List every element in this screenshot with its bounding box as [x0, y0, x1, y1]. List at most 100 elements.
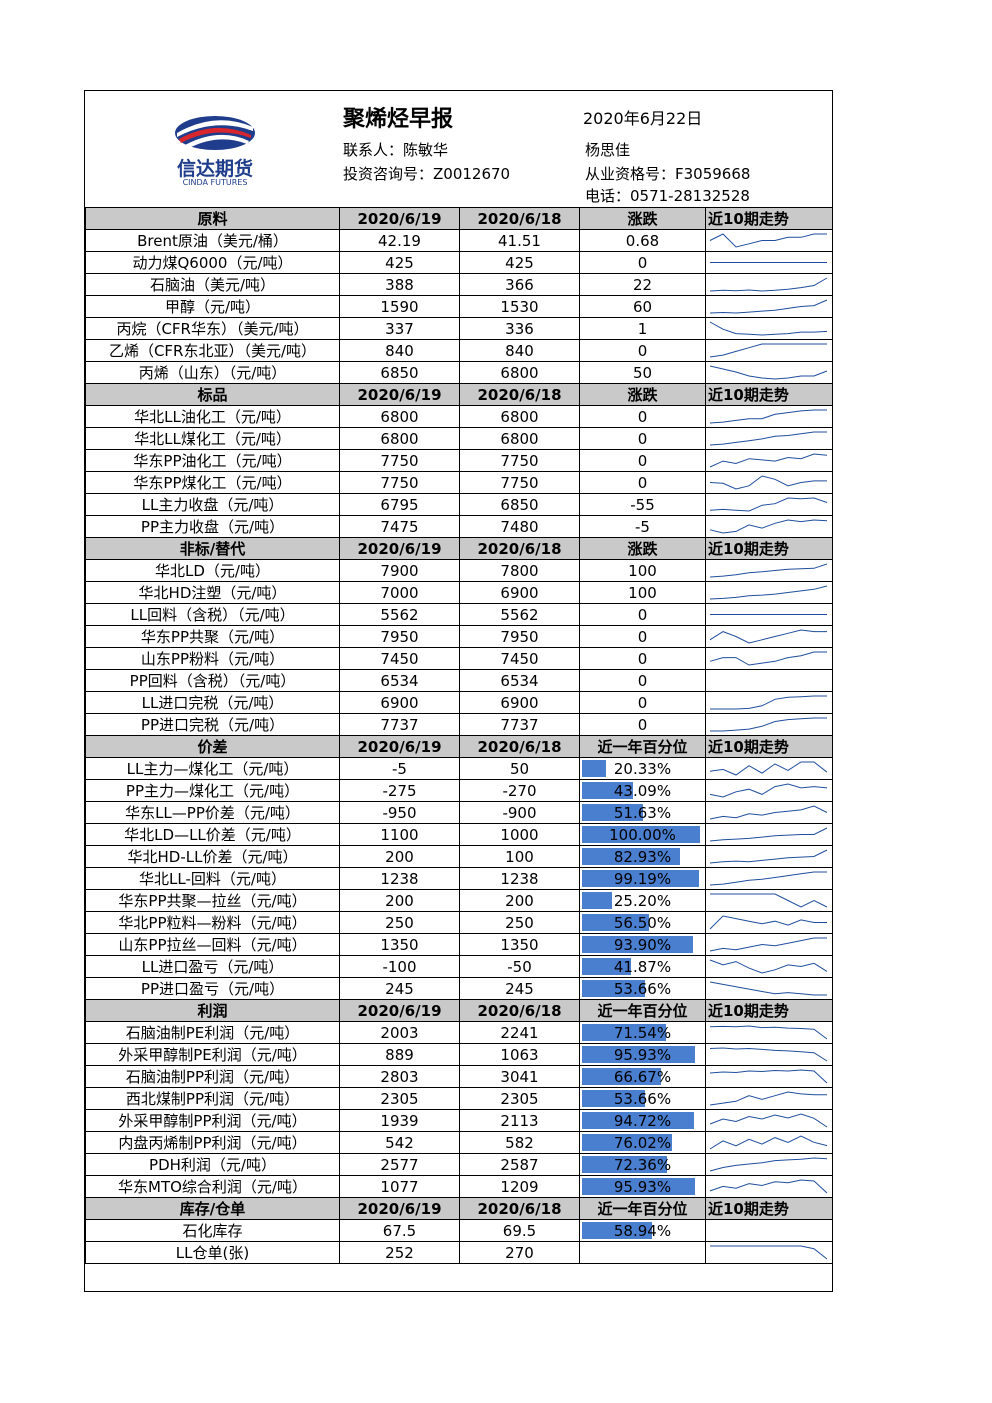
value-previous: 336 [459, 317, 580, 340]
table-row: 华东PP油化工（元/吨） 7750 7750 0 [85, 449, 833, 472]
change-or-percentile: 100 [579, 559, 706, 582]
change-or-percentile: 0 [579, 427, 706, 450]
sparkline-svg [709, 1047, 828, 1062]
value-current: 425 [339, 251, 460, 274]
value-previous: 3041 [459, 1065, 580, 1088]
percentile-value: 51.63% [613, 803, 672, 822]
cinda-logo: 信达期货 CINDA FUTURES [149, 103, 279, 193]
row-name: 石化库存 [85, 1219, 340, 1242]
value-previous: 100 [459, 845, 580, 868]
sparkline-svg [709, 475, 827, 490]
trend-sparkline [705, 361, 833, 384]
percentile-bar [582, 936, 693, 953]
change-or-percentile: 100 [579, 581, 706, 604]
change-or-percentile: 20.33% [579, 757, 706, 780]
sparkline-svg [709, 1069, 828, 1084]
logo-icon: 信达期货 CINDA FUTURES [175, 116, 255, 187]
percentile-value: 76.02% [613, 1133, 672, 1152]
trend-sparkline [705, 1219, 833, 1242]
value-current: 2577 [339, 1153, 460, 1176]
section-header-row: 原料 2020/6/19 2020/6/18 涨跌 近10期走势 [85, 207, 833, 230]
row-name: 石脑油制PP利润（元/吨） [85, 1065, 340, 1088]
trend-sparkline [705, 317, 833, 340]
table-row: 动力煤Q6000（元/吨） 425 425 0 [85, 251, 833, 274]
table-row: 华北LD—LL价差（元/吨） 1100 1000 100.00% [85, 823, 833, 846]
table-row: 石脑油制PP利润（元/吨） 2803 3041 66.67% [85, 1065, 833, 1088]
section-title: 价差 [85, 735, 340, 758]
value-previous: -270 [459, 779, 580, 802]
value-current: -950 [339, 801, 460, 824]
sparkline-svg [709, 1179, 828, 1194]
table-row: 外采甲醇制PP利润（元/吨） 1939 2113 94.72% [85, 1109, 833, 1132]
row-name: 丙烯（山东）（元/吨） [85, 361, 340, 384]
table-row: 华东LL—PP价差（元/吨） -950 -900 51.63% [85, 801, 833, 824]
value-previous: 1238 [459, 867, 580, 890]
trend-sparkline [705, 845, 833, 868]
sparkline-line [709, 365, 828, 380]
sparkline-svg [709, 981, 827, 996]
value-current: 252 [339, 1241, 460, 1264]
row-name: PDH利润（元/吨） [85, 1153, 340, 1176]
percentile-bar [582, 1090, 645, 1107]
table-row: 华东MTO综合利润（元/吨） 1077 1209 95.93% [85, 1175, 833, 1198]
trend-sparkline [705, 669, 833, 692]
trend-sparkline [705, 1087, 833, 1110]
trend-sparkline [705, 339, 833, 362]
trend-sparkline [705, 911, 833, 934]
sparkline-svg [710, 695, 827, 710]
table-row: PDH利润（元/吨） 2577 2587 72.36% [85, 1153, 833, 1176]
percentile-value: 93.90% [613, 935, 672, 954]
row-name: 石脑油（美元/吨） [85, 273, 340, 296]
value-previous: 7750 [459, 449, 580, 472]
value-previous: 6800 [459, 427, 580, 450]
value-previous: 1209 [459, 1175, 580, 1198]
percentile-value: 72.36% [613, 1155, 672, 1174]
sparkline-line [709, 761, 828, 776]
change-or-percentile: 93.90% [579, 933, 706, 956]
section-title: 库存/仓单 [85, 1197, 340, 1220]
section-header-row: 标品 2020/6/19 2020/6/18 涨跌 近10期走势 [85, 383, 833, 406]
value-previous: 6800 [459, 405, 580, 428]
value-previous: 7950 [459, 625, 580, 648]
percentile-bar [582, 914, 649, 931]
sparkline-line [709, 277, 828, 292]
sparkline-line [709, 1113, 828, 1128]
value-previous: 7450 [459, 647, 580, 670]
table-row: PP主力收盘（元/吨） 7475 7480 -5 [85, 515, 833, 538]
trend-sparkline [705, 1043, 833, 1066]
sparkline-line [709, 1135, 828, 1150]
value-current: 7900 [339, 559, 460, 582]
change-or-percentile: 0 [579, 647, 706, 670]
value-current: 7750 [339, 471, 460, 494]
value-previous: 425 [459, 251, 580, 274]
sparkline-line [709, 651, 827, 666]
row-name: LL进口完税（元/吨） [85, 691, 340, 714]
change-or-percentile [579, 1241, 706, 1264]
value-current: 889 [339, 1043, 460, 1066]
percentile-bar [582, 826, 700, 843]
change-or-percentile: 94.72% [579, 1109, 706, 1132]
table-row: LL进口完税（元/吨） 6900 6900 0 [85, 691, 833, 714]
sparkline-svg [710, 614, 827, 615]
value-current: 250 [339, 911, 460, 934]
percentile-value: 95.93% [613, 1045, 672, 1064]
change-or-percentile: 0 [579, 251, 706, 274]
contact-person: 联系人：陈敏华 [343, 141, 449, 159]
sparkline-svg [709, 563, 828, 578]
table-row: 山东PP拉丝—回料（元/吨） 1350 1350 93.90% [85, 933, 833, 956]
sparkline-svg [709, 783, 828, 798]
sparkline-line [709, 915, 827, 930]
percentile-bar [582, 958, 631, 975]
value-previous: 1063 [459, 1043, 580, 1066]
row-name: Brent原油（美元/桶） [85, 229, 340, 252]
row-name: 华东LL—PP价差（元/吨） [85, 801, 340, 824]
value-current: 7475 [339, 515, 460, 538]
change-or-percentile: 50 [579, 361, 706, 384]
percentile-value: 56.50% [613, 913, 672, 932]
value-previous: 250 [459, 911, 580, 934]
value-current: 2003 [339, 1021, 460, 1044]
table-row: 石脑油制PE利润（元/吨） 2003 2241 71.54% [85, 1021, 833, 1044]
change-header: 近一年百分位 [579, 1197, 706, 1220]
sparkline-svg [709, 585, 828, 600]
row-name: 动力煤Q6000（元/吨） [85, 251, 340, 274]
